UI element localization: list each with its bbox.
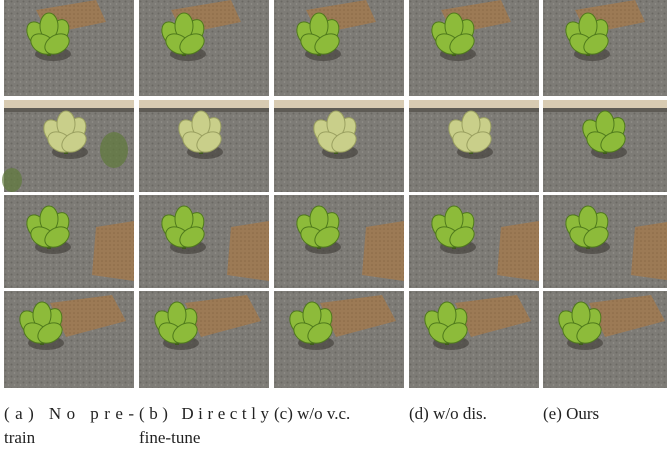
weeds (100, 132, 128, 168)
mat (497, 221, 539, 281)
photo (139, 0, 269, 96)
photo (4, 291, 134, 388)
photo (274, 291, 404, 388)
photo (543, 291, 667, 388)
wall (4, 100, 134, 108)
wall (139, 100, 269, 108)
photo (409, 195, 539, 288)
caption: fine-tune (139, 428, 200, 447)
photo (139, 100, 269, 192)
photo (4, 0, 134, 96)
wall (274, 100, 404, 108)
photo (274, 100, 404, 192)
wall (543, 100, 667, 108)
mat (227, 221, 269, 281)
caption: (e) Ours (543, 404, 599, 423)
caption: (c) w/o v.c. (274, 404, 350, 423)
photo (409, 0, 539, 96)
photo (139, 195, 269, 288)
photo (409, 291, 539, 388)
photo (543, 100, 667, 192)
photo (543, 195, 667, 288)
wall (409, 100, 539, 108)
figure: (a) No pre-train (b) Directly fine-tune (c)… (0, 0, 667, 451)
photo (409, 100, 539, 192)
weeds (2, 168, 22, 192)
mat (362, 221, 404, 281)
page: (a) No pre-train (b) Directly fine-tune (c)… (0, 0, 667, 451)
caption: train (4, 428, 36, 447)
photo (139, 291, 269, 388)
photo (543, 0, 667, 96)
photo (2, 100, 134, 192)
mat (92, 221, 134, 281)
caption: (b) Directly (139, 404, 270, 423)
caption: (a) No pre- (4, 404, 134, 423)
photo (274, 195, 404, 288)
caption: (d) w/o dis. (409, 404, 487, 423)
mat (631, 221, 667, 281)
photo (274, 0, 404, 96)
photo (4, 195, 134, 288)
